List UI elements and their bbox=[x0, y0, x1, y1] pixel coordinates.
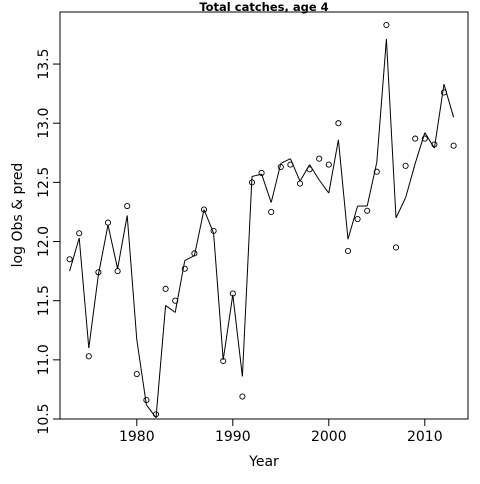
predicted-line-segment bbox=[328, 139, 339, 194]
observed-point bbox=[95, 269, 102, 276]
observed-point bbox=[277, 163, 284, 171]
x-axis: 1980 1990 2000 2010 bbox=[119, 419, 443, 445]
y-tick-label: 11.0 bbox=[36, 344, 52, 375]
observed-point bbox=[344, 247, 352, 255]
predicted-line-segment bbox=[213, 233, 224, 360]
observed-point bbox=[306, 166, 313, 173]
observed-point bbox=[354, 215, 361, 223]
y-axis-label: log Obs & pred bbox=[10, 163, 26, 268]
x-tick-label: 1990 bbox=[215, 429, 251, 445]
observed-point bbox=[248, 179, 256, 186]
observed-point bbox=[383, 21, 390, 29]
observed-point bbox=[287, 161, 294, 168]
observed-point bbox=[76, 230, 83, 237]
y-axis: 10.5 11.0 11.5 12.0 12.5 13.0 13.5 bbox=[36, 48, 60, 435]
observed-point bbox=[162, 285, 169, 292]
predicted-line-segment bbox=[337, 139, 349, 240]
observed-point bbox=[172, 297, 179, 304]
observed-point bbox=[143, 397, 150, 404]
predicted-line-segment bbox=[165, 305, 176, 313]
predicted-line-segment bbox=[174, 260, 186, 313]
predicted-line-segment bbox=[318, 179, 330, 194]
predicted-line-segment bbox=[136, 339, 147, 405]
predicted-line-segment bbox=[69, 237, 80, 272]
chart-title: Total catches, age 4 bbox=[199, 0, 328, 14]
predicted-line-segment bbox=[232, 294, 243, 377]
observed-point bbox=[316, 155, 323, 162]
y-tick-label: 12.0 bbox=[36, 226, 52, 257]
predicted-line-segment bbox=[203, 209, 215, 234]
observed-point bbox=[440, 89, 448, 96]
predicted-line-segment bbox=[443, 84, 455, 118]
observed-point bbox=[296, 180, 304, 187]
predicted-line-segment bbox=[347, 205, 359, 240]
predicted-line-segment bbox=[145, 404, 157, 419]
observed-point bbox=[191, 250, 198, 257]
observed-point bbox=[402, 162, 409, 169]
predicted-line-segment bbox=[97, 224, 109, 275]
observed-point bbox=[114, 268, 121, 275]
predicted-line-segment bbox=[251, 173, 262, 177]
predicted-line-segment bbox=[395, 197, 407, 219]
observed-point bbox=[258, 169, 265, 176]
y-tick-label: 13.0 bbox=[36, 108, 52, 139]
observed-point bbox=[220, 357, 227, 365]
observed-point bbox=[412, 135, 419, 142]
observed-point bbox=[124, 202, 131, 210]
predicted-line-segment bbox=[107, 224, 119, 269]
predicted-line-segment bbox=[376, 39, 387, 163]
predicted-line-segment bbox=[126, 215, 138, 340]
x-tick-label: 2000 bbox=[311, 429, 347, 445]
plot-frame bbox=[59, 11, 469, 420]
y-tick-label: 11.5 bbox=[36, 285, 52, 316]
y-tick-label: 10.5 bbox=[36, 403, 52, 434]
observed-point bbox=[152, 411, 160, 418]
x-axis-label: Year bbox=[248, 454, 279, 470]
observed-point bbox=[85, 353, 92, 360]
observed-point bbox=[421, 135, 428, 142]
predicted-line-segment bbox=[261, 173, 272, 203]
predicted-line-segment bbox=[424, 132, 435, 149]
observed-point bbox=[133, 370, 140, 378]
predicted-line-segment bbox=[222, 294, 234, 360]
predicted-line-segment bbox=[88, 274, 99, 349]
observed-point bbox=[373, 168, 380, 175]
observed-series bbox=[66, 21, 457, 418]
observed-point bbox=[268, 208, 275, 216]
observed-point bbox=[450, 142, 457, 149]
observed-point bbox=[364, 207, 371, 214]
observed-point bbox=[181, 265, 188, 272]
x-tick-label: 1980 bbox=[119, 429, 155, 445]
x-tick-label: 2010 bbox=[407, 429, 443, 445]
predicted-line-segment bbox=[405, 163, 416, 198]
predicted-line-segment bbox=[385, 39, 397, 218]
observed-point bbox=[210, 227, 217, 234]
observed-point bbox=[229, 290, 236, 297]
predicted-line-segment bbox=[414, 132, 426, 164]
predicted-line-segment bbox=[270, 163, 282, 203]
predicted-line-segment bbox=[241, 176, 253, 377]
predicted-line-segment bbox=[155, 305, 167, 418]
observed-point bbox=[392, 244, 400, 251]
observed-point bbox=[335, 120, 342, 127]
observed-point bbox=[431, 141, 438, 148]
predicted-line-segment bbox=[366, 162, 378, 207]
observed-point bbox=[325, 161, 332, 168]
predicted-line-segment bbox=[78, 237, 90, 349]
predicted-line-segment bbox=[184, 255, 195, 261]
observed-point bbox=[104, 219, 112, 226]
observed-point bbox=[200, 206, 208, 213]
predicted-line-segment bbox=[280, 158, 291, 164]
y-tick-label: 12.5 bbox=[36, 167, 52, 198]
observed-point bbox=[66, 256, 73, 263]
predicted-line-segment bbox=[193, 209, 205, 256]
predicted-line-segment bbox=[433, 84, 445, 149]
y-tick-label: 13.5 bbox=[36, 48, 52, 79]
predicted-line-segment bbox=[117, 215, 128, 269]
observed-point bbox=[239, 393, 246, 400]
predicted-series bbox=[69, 39, 455, 419]
